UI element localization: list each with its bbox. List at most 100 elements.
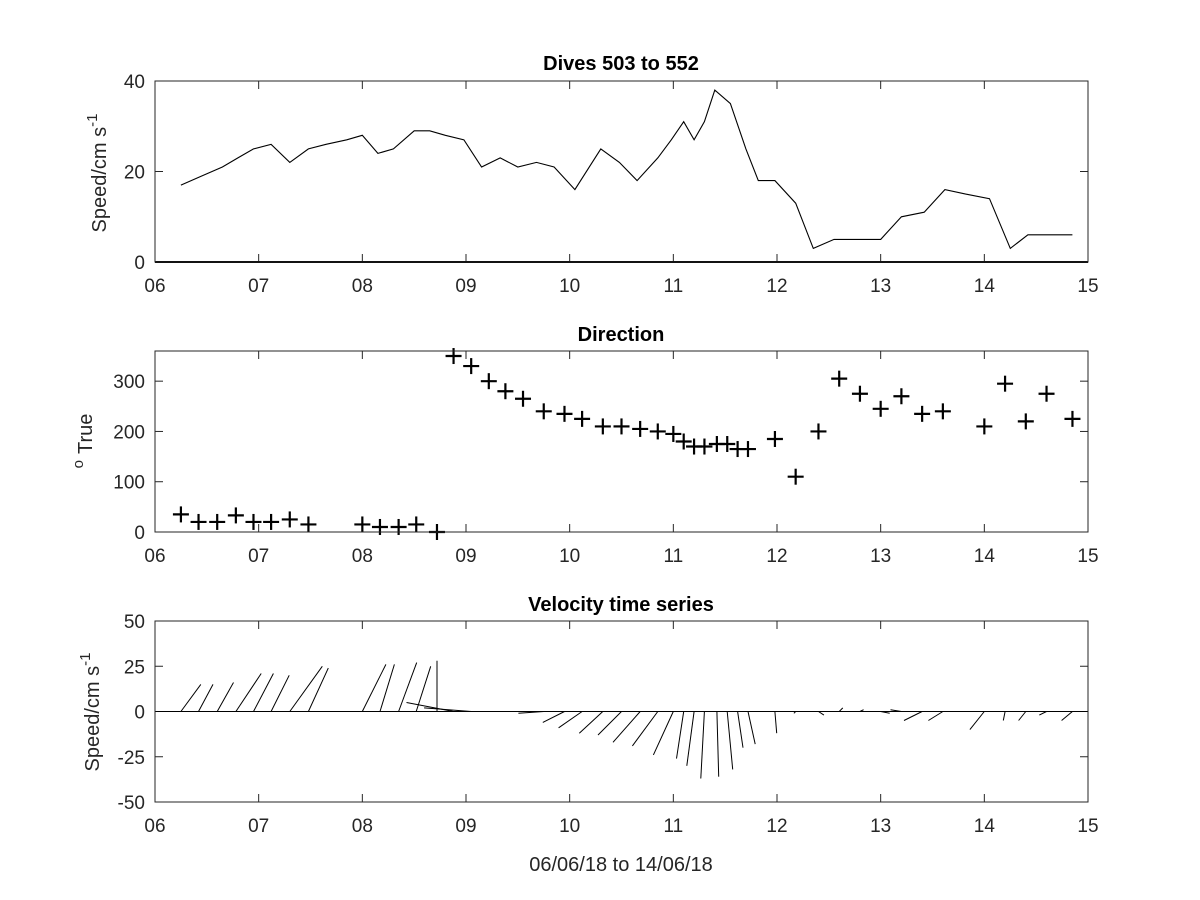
- speed-panel-ylabel-text: Speed/cm s: [89, 127, 111, 233]
- direction-point: [872, 400, 889, 417]
- x-tick-label: 08: [352, 276, 373, 297]
- direction-point: [594, 418, 611, 435]
- x-tick-label: 08: [352, 816, 373, 837]
- velocity-stick: [235, 673, 262, 712]
- direction-point: [997, 375, 1014, 392]
- velocity-stick: [415, 666, 432, 712]
- velocity-stick: [1039, 711, 1047, 716]
- x-tick-label: 13: [870, 546, 891, 567]
- direction-point: [810, 423, 827, 440]
- x-tick-label: 12: [766, 546, 787, 567]
- velocity-stick: [700, 711, 705, 779]
- direction-point: [1064, 410, 1081, 427]
- direction-point: [719, 436, 736, 453]
- direction-point: [787, 468, 804, 485]
- velocity-stick: [726, 711, 734, 770]
- velocity-stick: [838, 707, 844, 712]
- velocity-stick: [1002, 711, 1006, 721]
- svg-text:Speed/cm s-1: Speed/cm s-1: [77, 653, 104, 772]
- direction-point: [1017, 413, 1034, 430]
- direction-point: [613, 418, 630, 435]
- x-tick-label: 11: [663, 546, 683, 567]
- direction-panel-ylabel-text: True: [75, 414, 97, 454]
- x-tick-label: 09: [455, 276, 476, 297]
- y-tick-label: 300: [113, 372, 145, 393]
- speed-panel-title: Dives 503 to 552: [543, 53, 699, 75]
- velocity-panel-ylabel: Speed/cm s-1: [77, 653, 104, 772]
- direction-panel: Direction o True 06 07 08 09 10 11 12 13 14 15 0 100…: [70, 324, 1099, 567]
- velocity-stick: [216, 682, 234, 712]
- x-tick-label: 07: [248, 546, 269, 567]
- direction-point: [934, 403, 951, 420]
- velocity-stick: [928, 711, 944, 721]
- speed-series-line: [180, 89, 1073, 250]
- velocity-stick: [542, 711, 565, 723]
- velocity-stick: [686, 711, 695, 766]
- velocity-stick: [289, 666, 323, 712]
- velocity-panel-title: Velocity time series: [528, 594, 714, 616]
- x-tick-label: 13: [870, 276, 891, 297]
- direction-point: [190, 513, 207, 530]
- velocity-stick: [597, 711, 622, 736]
- x-tick-label: 06: [144, 546, 165, 567]
- direction-point: [696, 438, 713, 455]
- velocity-stick: [903, 711, 923, 721]
- x-tick-label: 15: [1077, 816, 1098, 837]
- speed-panel-ticks: 06 07 08 09 10 11 12 13 14 15 0 20 40: [124, 72, 1099, 297]
- x-tick-label: 06: [144, 276, 165, 297]
- direction-point: [300, 516, 317, 533]
- velocity-stick: [361, 664, 387, 712]
- direction-point: [739, 441, 756, 458]
- direction-point: [766, 430, 783, 447]
- velocity-stick: [1061, 711, 1073, 721]
- velocity-stick: [424, 707, 472, 712]
- direction-point: [675, 433, 692, 450]
- speed-panel-ylabel: Speed/cm s-1: [84, 114, 111, 233]
- direction-point: [914, 405, 931, 422]
- direction-panel-marks: [172, 348, 1081, 540]
- direction-panel-frame: [154, 350, 1089, 533]
- x-tick-label: 10: [559, 546, 580, 567]
- x-tick-label: 13: [870, 816, 891, 837]
- velocity-stick: [716, 711, 720, 777]
- direction-panel-ticks: 06 07 08 09 10 11 12 13 14 15 0 100 200 300: [113, 351, 1099, 567]
- velocity-stick: [253, 673, 274, 712]
- speed-panel: Dives 503 to 552 Speed/cm s-1 06 07 08 09 10…: [84, 53, 1099, 297]
- direction-point: [649, 423, 666, 440]
- direction-point: [209, 513, 226, 530]
- y-tick-label: 40: [124, 72, 145, 93]
- velocity-stick: [890, 709, 902, 712]
- direction-point: [227, 507, 244, 524]
- direction-point: [665, 425, 682, 442]
- velocity-stick: [270, 675, 290, 712]
- direction-point: [851, 385, 868, 402]
- y-tick-label: -50: [118, 793, 145, 814]
- velocity-panel: Velocity time series Speed/cm s-1 06 07 08…: [77, 594, 1099, 876]
- velocity-stick: [652, 711, 674, 756]
- x-tick-label: 12: [766, 816, 787, 837]
- x-tick-label: 14: [974, 816, 996, 837]
- x-tick-label: 09: [455, 816, 476, 837]
- x-tick-label: 07: [248, 276, 269, 297]
- x-tick-label: 14: [974, 276, 996, 297]
- x-tick-label: 12: [766, 276, 787, 297]
- svg-text:Speed/cm s-1: Speed/cm s-1: [84, 114, 111, 233]
- velocity-stick: [1018, 711, 1027, 721]
- velocity-stick: [774, 711, 778, 734]
- velocity-stick: [180, 684, 202, 712]
- y-tick-label: 100: [113, 473, 145, 494]
- direction-point: [263, 513, 280, 530]
- velocity-stick: [198, 684, 214, 712]
- velocity-stick: [578, 711, 604, 734]
- velocity-stick: [747, 711, 756, 745]
- velocity-stick: [793, 711, 797, 714]
- velocity-stick: [859, 709, 864, 712]
- y-tick-label: 25: [124, 657, 145, 678]
- speed-panel-ylabel-superscript: -1: [84, 114, 101, 127]
- direction-point: [497, 383, 514, 400]
- direction-point: [556, 405, 573, 422]
- velocity-stick: [379, 664, 395, 712]
- svg-text:oTrue: o True: [70, 414, 97, 469]
- velocity-stick: [818, 711, 825, 716]
